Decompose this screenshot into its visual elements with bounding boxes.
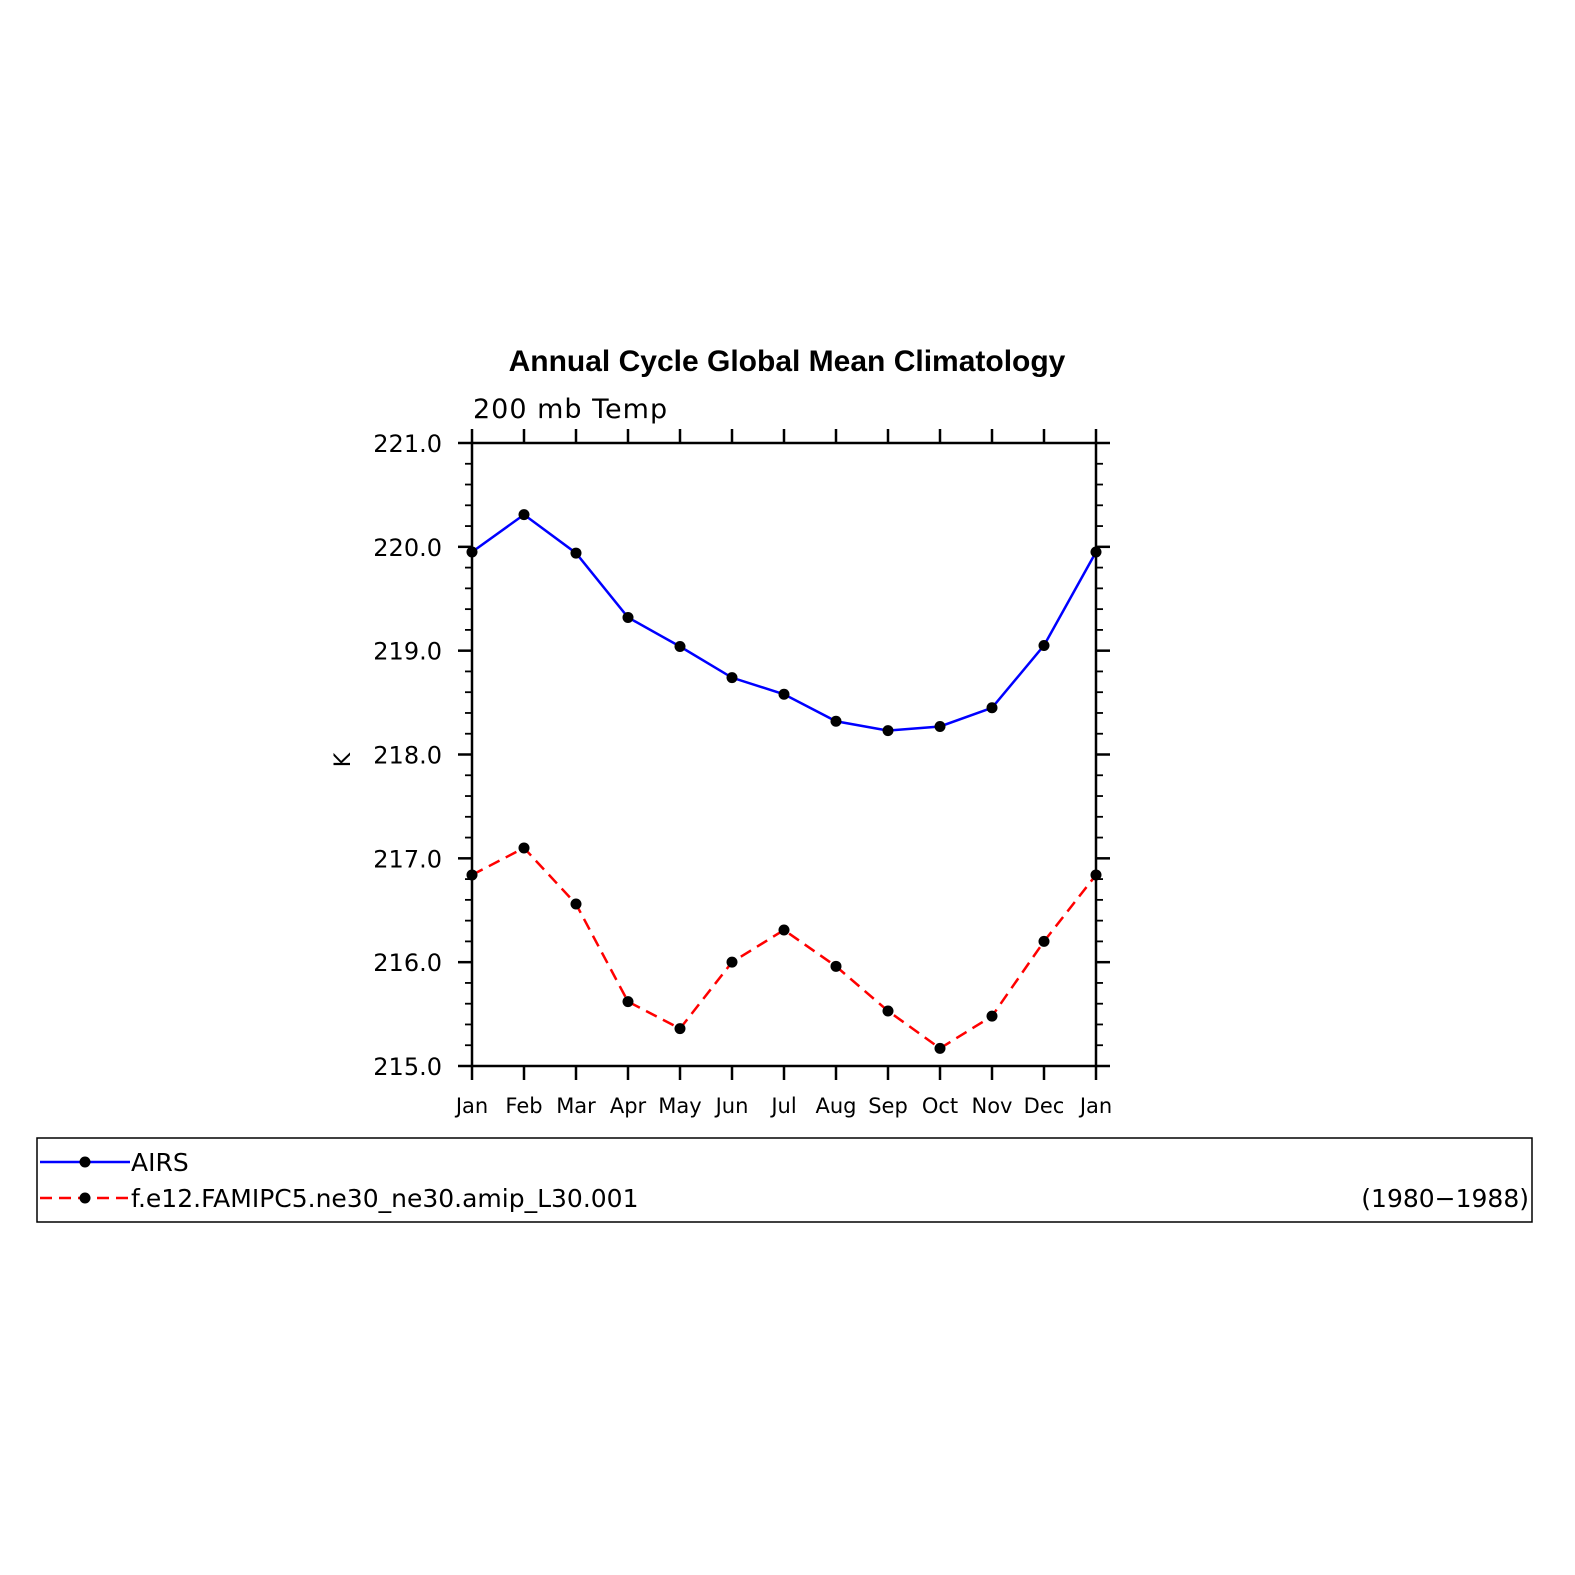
y-axis-label: K xyxy=(331,752,356,767)
series-1-point xyxy=(1090,869,1102,881)
series-0-point xyxy=(726,672,738,684)
series-0-point xyxy=(778,688,790,700)
series-0-point xyxy=(934,720,946,732)
series-0-point xyxy=(1038,639,1050,651)
x-tick-label: Dec xyxy=(1024,1094,1065,1118)
y-tick-label: 217.0 xyxy=(373,845,442,873)
series-1-point xyxy=(830,960,842,972)
series-1-point xyxy=(622,996,634,1008)
legend-label-airs: AIRS xyxy=(131,1148,189,1177)
series-0-point xyxy=(1090,546,1102,558)
y-tick-label: 219.0 xyxy=(373,638,442,666)
x-tick-label: Jun xyxy=(714,1094,749,1118)
x-tick-label: Sep xyxy=(868,1094,908,1118)
series-0-point xyxy=(518,509,530,521)
x-tick-label: Mar xyxy=(556,1094,596,1118)
legend-box xyxy=(36,1137,1533,1223)
y-tick-label: 216.0 xyxy=(373,949,442,977)
x-tick-label: Jul xyxy=(769,1094,796,1118)
series-1-point xyxy=(518,842,530,854)
x-tick-label: Nov xyxy=(972,1094,1013,1118)
y-tick-label: 218.0 xyxy=(373,742,442,770)
series-1-point xyxy=(934,1042,946,1054)
chart-subtitle: 200 mb Temp xyxy=(473,394,668,425)
y-tick-label: 215.0 xyxy=(373,1053,442,1081)
x-tick-label: Jan xyxy=(454,1094,488,1118)
series-1-point xyxy=(570,898,582,910)
y-tick-label: 221.0 xyxy=(373,430,442,458)
series-1-point xyxy=(466,869,478,881)
series-layer xyxy=(466,509,1102,1054)
series-1-point xyxy=(882,1005,894,1017)
x-tick-label: Apr xyxy=(610,1094,647,1118)
x-tick-label: Jan xyxy=(1078,1094,1112,1118)
x-tick-label: Aug xyxy=(815,1094,856,1118)
series-1-point xyxy=(986,1010,998,1022)
series-0-point xyxy=(986,702,998,714)
series-0-point xyxy=(830,715,842,727)
x-tick-label: May xyxy=(658,1094,701,1118)
series-0-point xyxy=(674,641,686,653)
legend-label-model: f.e12.FAMIPC5.ne30_ne30.amip_L30.001 xyxy=(131,1184,639,1213)
plot-frame xyxy=(470,441,1098,1068)
legend-marker-model xyxy=(79,1192,91,1204)
legend-annotation-years: (1980−1988) xyxy=(1361,1184,1529,1213)
y-tick-label: 220.0 xyxy=(373,534,442,562)
series-1-point xyxy=(1038,935,1050,947)
series-1-point xyxy=(778,924,790,936)
series-1-point xyxy=(726,956,738,968)
chart-title: Annual Cycle Global Mean Climatology xyxy=(509,345,1066,378)
series-0-point xyxy=(882,725,894,737)
legend-marker-airs xyxy=(79,1156,91,1168)
legend: AIRS f.e12.FAMIPC5.ne30_ne30.amip_L30.00… xyxy=(36,1137,1533,1223)
series-0-point xyxy=(466,546,478,558)
series-0-point xyxy=(570,547,582,559)
x-tick-label: Feb xyxy=(505,1094,542,1118)
series-1-point xyxy=(674,1023,686,1035)
x-tick-label: Oct xyxy=(922,1094,958,1118)
series-0-point xyxy=(622,611,634,623)
axes: Jan Feb Mar Apr May Jun Jul Aug Sep Oct Nov Dec Jan 2… xyxy=(373,429,1112,1118)
series-line-1 xyxy=(471,846,1097,1050)
